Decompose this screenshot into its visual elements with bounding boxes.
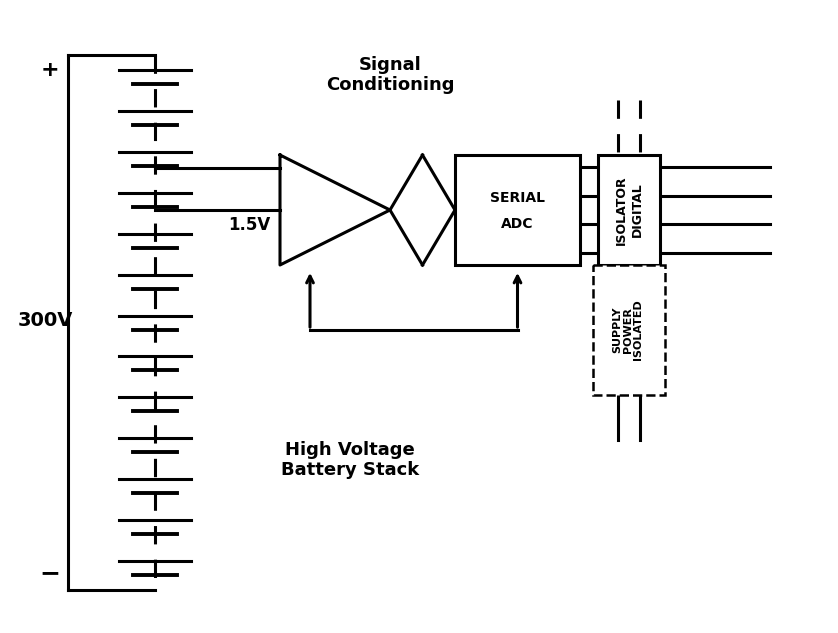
Text: 300V: 300V — [18, 311, 74, 330]
Bar — [455, 155, 580, 265]
Bar — [593, 265, 665, 395]
Text: Signal
Conditioning: Signal Conditioning — [326, 56, 454, 94]
Text: High Voltage
Battery Stack: High Voltage Battery Stack — [281, 441, 419, 479]
Text: +: + — [41, 60, 59, 80]
Text: SUPPLY: SUPPLY — [612, 307, 622, 353]
Text: POWER: POWER — [623, 307, 633, 353]
Text: DIGITAL: DIGITAL — [630, 183, 644, 237]
Text: 1.5V: 1.5V — [228, 216, 270, 234]
Text: −: − — [39, 561, 60, 585]
Text: ISOLATOR: ISOLATOR — [614, 175, 628, 245]
Text: SERIAL: SERIAL — [490, 191, 545, 205]
Text: ISOLATED: ISOLATED — [633, 299, 643, 360]
Text: ADC: ADC — [501, 217, 534, 231]
Bar — [598, 155, 660, 265]
